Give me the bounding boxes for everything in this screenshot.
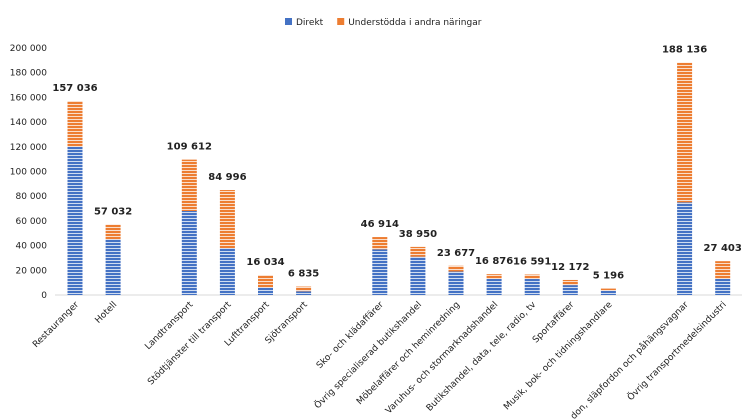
bar-segment (219, 248, 235, 295)
bar-segment (410, 256, 426, 295)
y-tick-label: 80 000 (16, 192, 48, 202)
bar-segment (296, 291, 312, 295)
bar-segment (486, 278, 502, 295)
total-label: 27 403 (704, 243, 742, 254)
total-label: 188 136 (662, 45, 707, 56)
bar-segment (448, 265, 464, 272)
bar-segment (181, 211, 197, 295)
bar-segment (524, 274, 540, 279)
legend-label: Understödda i andra näringar (348, 18, 481, 28)
total-label: 38 950 (399, 229, 437, 240)
total-label: 12 172 (551, 262, 589, 273)
y-tick-label: 120 000 (10, 143, 47, 153)
bar-segment (715, 261, 731, 279)
bar-segment (715, 278, 731, 295)
total-label: 23 677 (437, 248, 475, 259)
bar-segment (105, 224, 121, 240)
total-label: 84 996 (208, 172, 246, 183)
bar-segment (67, 101, 83, 147)
y-tick-label: 20 000 (16, 266, 48, 276)
total-label: 6 835 (288, 269, 319, 280)
bar-segment (562, 279, 578, 286)
total-label: 57 032 (94, 207, 132, 218)
total-label: 5 196 (593, 271, 624, 282)
x-tick-label: Stödtjänster till transport (146, 300, 234, 388)
x-tick-label: Hotell (94, 300, 120, 326)
total-label: 109 612 (167, 142, 212, 153)
bar-segment (67, 146, 83, 295)
legend-label: Direkt (296, 18, 324, 28)
bar-segment (258, 287, 273, 295)
bar-segment (524, 278, 540, 295)
y-tick-label: 180 000 (10, 69, 47, 79)
y-tick-label: 140 000 (10, 118, 47, 128)
bar-segment (410, 246, 426, 257)
bar-segment (600, 290, 616, 295)
y-tick-label: 200 000 (10, 44, 47, 54)
total-label: 16 034 (246, 257, 284, 268)
bar-segment (677, 62, 693, 203)
bar-segment (562, 285, 578, 295)
x-tick-label: Sko- och klädaffärer (315, 300, 386, 371)
x-tick-label: Restauranger (31, 300, 81, 350)
bar-segment (219, 190, 235, 249)
y-tick-label: 60 000 (16, 217, 48, 227)
bar-segment (600, 288, 616, 291)
bar-segment (677, 202, 693, 295)
bar-segment (105, 239, 121, 295)
bar-segment (296, 286, 312, 292)
legend-swatch (337, 18, 345, 25)
bar-segment (372, 249, 388, 295)
total-label: 157 036 (52, 83, 97, 94)
y-tick-label: 40 000 (16, 242, 48, 252)
bar-segment (258, 275, 273, 288)
bar-segment (486, 274, 502, 279)
total-label: 46 914 (361, 219, 399, 230)
bar-segment (372, 237, 388, 250)
bar-segment (181, 159, 197, 212)
y-tick-label: 160 000 (10, 93, 47, 103)
y-tick-label: 100 000 (10, 168, 47, 178)
total-label: 16 876 (475, 256, 513, 267)
total-label: 16 591 (513, 257, 551, 268)
bar-segment (448, 271, 464, 295)
legend-swatch (285, 18, 292, 25)
y-tick-label: 0 (41, 291, 47, 301)
